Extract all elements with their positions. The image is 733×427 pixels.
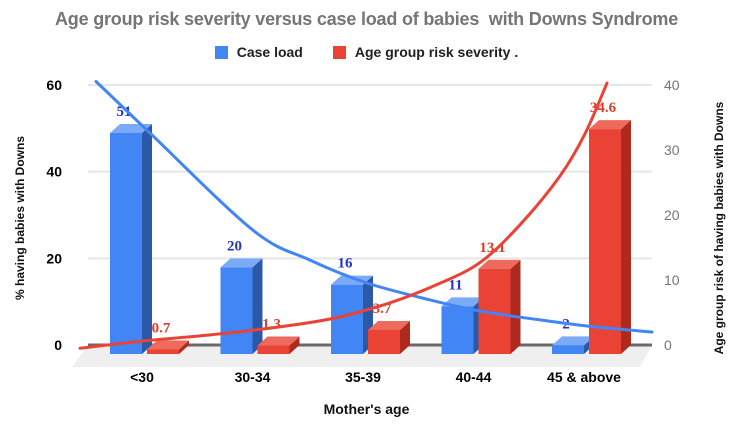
legend-label-risk-severity: Age group risk severity . — [354, 44, 519, 60]
right-axis-tick: 0 — [664, 337, 672, 353]
bar-front-face — [589, 129, 621, 354]
left-axis-tick: 60 — [46, 77, 62, 93]
legend-item-risk-severity[interactable]: Age group risk severity . — [332, 44, 519, 60]
right-axis-tick: 40 — [664, 77, 680, 93]
bar-top-face — [552, 336, 594, 346]
bar-case-load-2[interactable]: 16 — [331, 256, 373, 354]
legend-item-case-load[interactable]: Case load — [214, 44, 303, 60]
x-axis-category-label: <30 — [130, 369, 154, 385]
data-label: 11 — [448, 277, 462, 293]
trendline-age-group-risk-severity[interactable] — [78, 81, 609, 350]
right-axis-tick: 30 — [664, 142, 680, 158]
legend-swatch-risk-severity — [332, 45, 346, 59]
bar-side-face — [179, 340, 189, 354]
bar-side-face — [510, 259, 521, 354]
bar-age-group-risk-severity-3[interactable]: 13.1 — [478, 240, 521, 354]
bar-age-group-risk-severity-2[interactable]: 3.7 — [368, 301, 410, 354]
right-axis-tick: 20 — [664, 207, 680, 223]
bar-top-face — [147, 340, 189, 350]
left-axis-tick: 0 — [54, 337, 62, 353]
data-label: 51 — [117, 104, 132, 120]
x-axis-category-label: 40-44 — [456, 369, 492, 385]
bar-front-face — [147, 349, 179, 354]
bar-side-face — [289, 336, 300, 354]
legend-label-case-load: Case load — [236, 44, 303, 60]
left-axis-tick: 20 — [46, 250, 62, 266]
bar-side-face — [621, 120, 631, 354]
legend: Case load Age group risk severity . — [0, 44, 733, 60]
bar-top-face — [589, 120, 631, 130]
bar-front-face — [368, 329, 400, 354]
x-axis-category-label: 30-34 — [235, 369, 271, 385]
data-label: 0.7 — [152, 320, 171, 336]
bar-top-face — [220, 258, 263, 268]
bar-front-face — [331, 284, 363, 354]
right-axis-title: Age group risk of having babies with Dow… — [712, 101, 726, 355]
bar-top-face — [257, 336, 300, 346]
bar-front-face — [220, 267, 253, 354]
data-label: 20 — [227, 238, 242, 254]
left-axis-tick: 40 — [46, 164, 62, 180]
bar-case-load-0[interactable]: 51 — [110, 104, 152, 354]
bar-age-group-risk-severity-1[interactable]: 1.3 — [257, 317, 300, 354]
x-axis-category-label: 35-39 — [345, 369, 381, 385]
bar-age-group-risk-severity-0[interactable]: 0.7 — [147, 320, 189, 354]
legend-swatch-case-load — [214, 45, 228, 59]
bar-side-face — [142, 124, 152, 354]
bar-front-face — [110, 133, 142, 354]
data-label: 34.6 — [590, 100, 617, 116]
bar-age-group-risk-severity-4[interactable]: 34.6 — [589, 100, 631, 354]
bar-front-face — [552, 345, 584, 354]
data-label: 13.1 — [479, 240, 505, 256]
bar-side-face — [400, 320, 410, 354]
chart-title: Age group risk severity versus case load… — [55, 9, 678, 29]
x-axis-category-label: 45 & above — [547, 369, 621, 385]
bar-front-face — [257, 345, 290, 354]
left-axis-title: % having babies with Downs — [13, 135, 27, 301]
data-label: 16 — [338, 256, 354, 272]
x-axis-title: Mother's age — [323, 401, 410, 417]
bar-case-load-1[interactable]: 20 — [220, 238, 263, 354]
bar-top-face — [478, 259, 521, 269]
bar-side-face — [252, 258, 263, 354]
trendline-case-load[interactable] — [94, 80, 654, 334]
bar-top-face — [368, 320, 410, 330]
right-axis-tick: 10 — [664, 272, 680, 288]
bar-case-load-3[interactable]: 11 — [441, 277, 484, 354]
bar-front-face — [441, 306, 474, 354]
